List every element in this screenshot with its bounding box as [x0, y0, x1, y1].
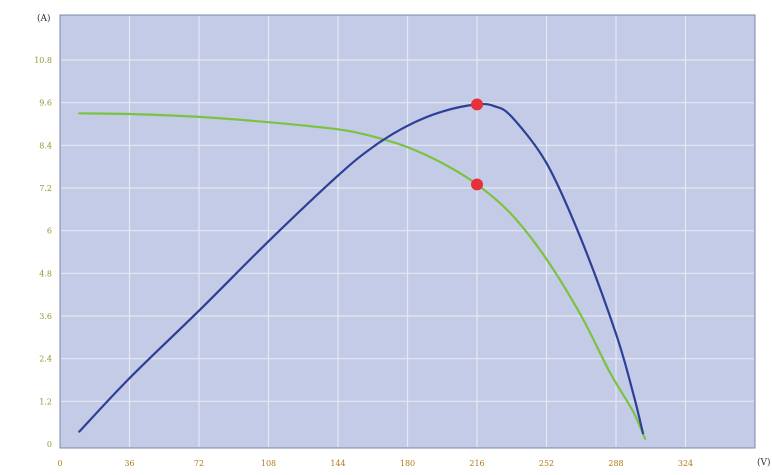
- series-line-blue: [78, 102, 645, 435]
- series-line-green: [78, 112, 647, 440]
- x-tick-label: 180: [400, 459, 415, 468]
- x-tick-label: 216: [469, 459, 484, 468]
- y-tick-label: 0: [47, 440, 52, 449]
- x-tick-labels: 0 36 72 108 144 180 216 252 288 324: [57, 459, 693, 468]
- marker-point: [471, 178, 483, 191]
- y-tick-label: 10.8: [34, 56, 52, 65]
- highlight-markers: [471, 98, 483, 191]
- marker-point: [471, 98, 483, 111]
- y-tick-label: 9.6: [39, 99, 52, 108]
- x-tick-label: 0: [57, 459, 62, 468]
- x-tick-label: 288: [608, 459, 623, 468]
- x-tick-label: 36: [124, 459, 134, 468]
- x-axis-label: (V): [757, 457, 771, 468]
- y-axis-label: (A): [37, 13, 51, 24]
- y-tick-label: 2.4: [39, 355, 52, 364]
- y-tick-labels: 0 1.2 2.4 3.6 4.8 6 7.2 8.4 9.6 10.8: [34, 56, 52, 449]
- y-tick-label: 8.4: [39, 141, 52, 150]
- x-tick-label: 324: [678, 459, 693, 468]
- y-tick-label: 3.6: [39, 312, 52, 321]
- y-tick-label: 4.8: [39, 269, 52, 278]
- grid-lines: [61, 16, 754, 447]
- x-tick-label: 72: [194, 459, 204, 468]
- data-series: [78, 102, 647, 440]
- y-tick-label: 1.2: [39, 397, 52, 406]
- x-tick-label: 252: [539, 459, 554, 468]
- y-tick-label: 6: [47, 227, 52, 236]
- y-tick-label: 7.2: [39, 184, 52, 193]
- x-tick-label: 108: [261, 459, 276, 468]
- x-tick-label: 144: [330, 459, 345, 468]
